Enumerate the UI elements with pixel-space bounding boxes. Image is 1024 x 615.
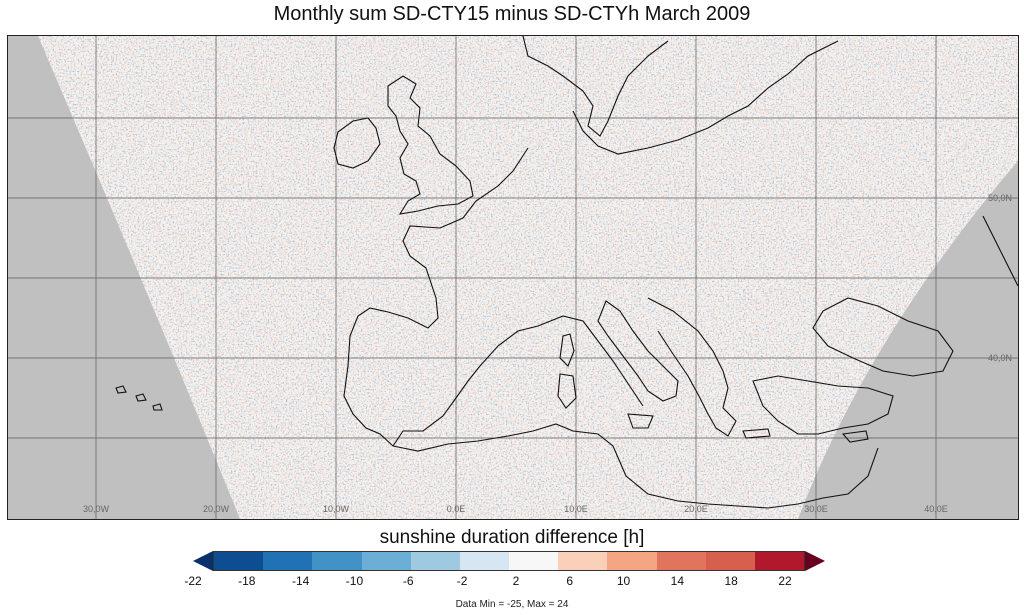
colorbar-tick-label: -22: [184, 574, 202, 588]
map-panel: 30,0W 20,0W 10,0W 0,0E 10,0E 20,0E 30,0E 40,0E …: [7, 35, 1019, 520]
colorbar-ticks: -22 -18 -14 -10 -6 -2 2 6 10 14 18 22: [184, 574, 805, 590]
colorbar-segment: [312, 552, 362, 570]
colorbar-tick-label: 14: [670, 574, 685, 588]
latitude-label: 40,0N: [988, 353, 1012, 363]
longitude-label: 10,0E: [564, 504, 588, 514]
colorbar-tick-label: 2: [512, 574, 520, 588]
colorbar-segment: [361, 552, 411, 570]
colorbar-segment: [607, 552, 657, 570]
colorbar-tick-label: 10: [616, 574, 631, 588]
map-title: Monthly sum SD-CTY15 minus SD-CTYh March…: [273, 3, 751, 25]
longitude-label: 10,0W: [323, 504, 350, 514]
colorbar-segment: [410, 552, 460, 570]
colorbar-tick-label: -18: [238, 574, 256, 588]
colorbar-tick-label: 6: [566, 574, 574, 588]
longitude-label: 30,0W: [83, 504, 110, 514]
longitude-label: 20,0W: [203, 504, 230, 514]
colorbar-tick-label: -6: [402, 574, 414, 588]
colorbar-tick-label: -10: [345, 574, 364, 588]
colorbar-segment: [263, 552, 313, 570]
colorbar-segment: [459, 552, 510, 570]
colorbar-over-arrow: [805, 551, 825, 571]
coastlines: [115, 36, 1018, 509]
colorbar-tick-label: -2: [456, 574, 468, 588]
colorbar-under-arrow: [193, 551, 213, 571]
latitude-labels: 50,0N 40,0N: [988, 193, 1012, 363]
colorbar-segment: [656, 552, 706, 570]
colorbar: [193, 549, 833, 573]
map-canvas: 30,0W 20,0W 10,0W 0,0E 10,0E 20,0E 30,0E 40,0E …: [8, 36, 1018, 519]
colorbar-segment: [705, 552, 755, 570]
longitude-label: 30,0E: [804, 504, 828, 514]
longitude-label: 40,0E: [924, 504, 948, 514]
colorbar-segment: [214, 552, 264, 570]
colorbar-segment: [754, 552, 805, 570]
longitude-label: 20,0E: [684, 504, 708, 514]
colorbar-scale: [213, 551, 805, 571]
colorbar-title: sunshine duration difference [h]: [379, 527, 645, 548]
colorbar-segment: [558, 552, 608, 570]
latitude-label: 50,0N: [988, 193, 1012, 203]
longitude-labels: 30,0W 20,0W 10,0W 0,0E 10,0E 20,0E 30,0E 40,0E: [83, 504, 948, 514]
data-range-text: Data Min = -25, Max = 24: [455, 599, 569, 610]
colorbar-tick-label: -14: [291, 574, 310, 588]
colorbar-segment: [509, 552, 559, 570]
colorbar-tick-label: 22: [778, 574, 792, 588]
longitude-label: 0,0E: [447, 504, 466, 514]
graticule: [8, 36, 1018, 519]
colorbar-tick-label: 18: [724, 574, 738, 588]
